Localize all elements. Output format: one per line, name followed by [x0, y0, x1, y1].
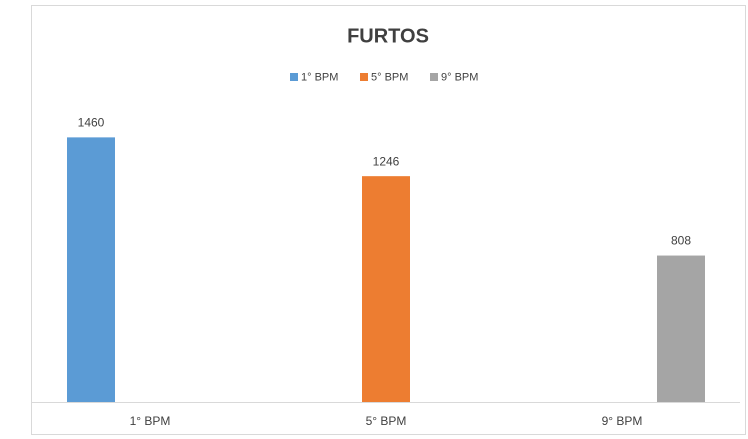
x-tick-label: 5° BPM: [366, 414, 407, 428]
legend-label: 1° BPM: [301, 71, 338, 83]
chart-title: FURTOS: [347, 25, 429, 47]
x-tick-label: 9° BPM: [602, 414, 643, 428]
legend-label: 9° BPM: [441, 71, 478, 83]
bar: [362, 176, 410, 402]
data-label: 1246: [373, 154, 400, 168]
data-label: 1460: [78, 116, 105, 130]
legend-swatch: [430, 73, 438, 81]
legend-label: 5° BPM: [371, 71, 408, 83]
bar: [67, 137, 115, 402]
x-tick-label: 1° BPM: [130, 414, 171, 428]
legend-swatch: [290, 73, 298, 81]
bar: [657, 255, 705, 402]
legend-swatch: [360, 73, 368, 81]
data-label: 808: [671, 234, 691, 248]
